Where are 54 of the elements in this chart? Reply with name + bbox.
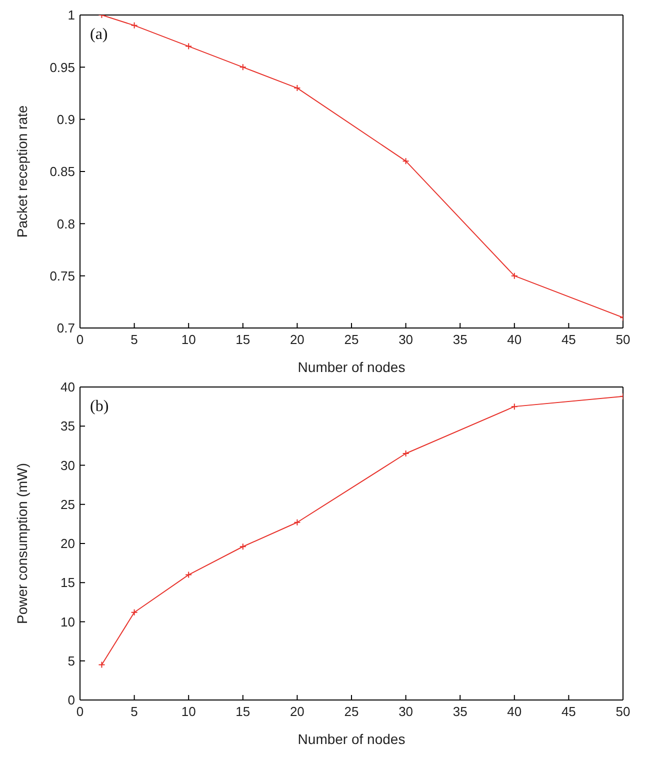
y-tick-label: 35 xyxy=(60,418,75,434)
x-tick-label: 5 xyxy=(130,332,138,348)
x-tick-label: 20 xyxy=(290,704,304,720)
x-tick-label: 35 xyxy=(452,332,468,348)
point xyxy=(402,450,410,458)
annotation: (a) xyxy=(90,26,108,44)
x-tick-label: 15 xyxy=(236,704,250,720)
x-tick-label: 40 xyxy=(507,704,522,720)
y-tick-label: 25 xyxy=(60,496,75,512)
point xyxy=(185,571,192,578)
y-tick-label: 0.75 xyxy=(50,268,75,284)
x-tick-label: 45 xyxy=(561,704,576,720)
x-tick-label: 40 xyxy=(507,332,522,348)
y-tick-label: 0.7 xyxy=(56,320,75,336)
point xyxy=(130,608,138,616)
x-tick-label: 5 xyxy=(130,704,138,720)
x-axis-title: Number of nodes xyxy=(298,359,406,375)
point xyxy=(130,22,138,29)
y-tick-label: 0 xyxy=(68,692,75,708)
y-tick-label: 5 xyxy=(68,653,75,668)
y-tick-label: 0.85 xyxy=(50,164,75,180)
x-tick-label: 30 xyxy=(398,704,414,720)
x-tick-label: 50 xyxy=(616,704,630,720)
point xyxy=(294,518,301,526)
annotation: (b) xyxy=(90,398,109,416)
x-tick-label: 35 xyxy=(452,704,468,720)
y-tick-label: 30 xyxy=(60,458,75,473)
x-tick-label: 20 xyxy=(290,332,304,348)
point xyxy=(402,158,410,165)
y-axis-title: Power consumption (mW) xyxy=(14,462,30,624)
y-axis-title: Packet reception rate xyxy=(14,105,30,238)
point xyxy=(510,403,518,410)
x-tick-label: 50 xyxy=(616,332,630,348)
x-tick-label: 10 xyxy=(181,704,196,720)
point xyxy=(239,543,246,550)
x-tick-label: 10 xyxy=(181,332,196,348)
y-tick-label: 0.95 xyxy=(50,60,75,75)
y-tick-label: 20 xyxy=(60,536,75,552)
point xyxy=(185,42,192,50)
y-tick-label: 0.9 xyxy=(56,112,75,127)
x-tick-label: 45 xyxy=(561,332,576,348)
point xyxy=(239,64,246,71)
x-tick-label: 30 xyxy=(398,332,414,348)
point xyxy=(294,84,301,92)
y-tick-label: 10 xyxy=(60,614,75,630)
x-axis-title: Number of nodes xyxy=(298,731,406,747)
y-tick-label: 15 xyxy=(60,575,75,590)
y-tick-label: 1 xyxy=(68,8,75,23)
x-tick-label: 25 xyxy=(344,332,359,348)
y-tick-label: 40 xyxy=(60,380,75,395)
x-tick-label: 15 xyxy=(236,332,250,348)
point xyxy=(510,272,518,280)
y-tick-label: 0.8 xyxy=(56,216,75,232)
x-tick-label: 25 xyxy=(344,704,359,720)
